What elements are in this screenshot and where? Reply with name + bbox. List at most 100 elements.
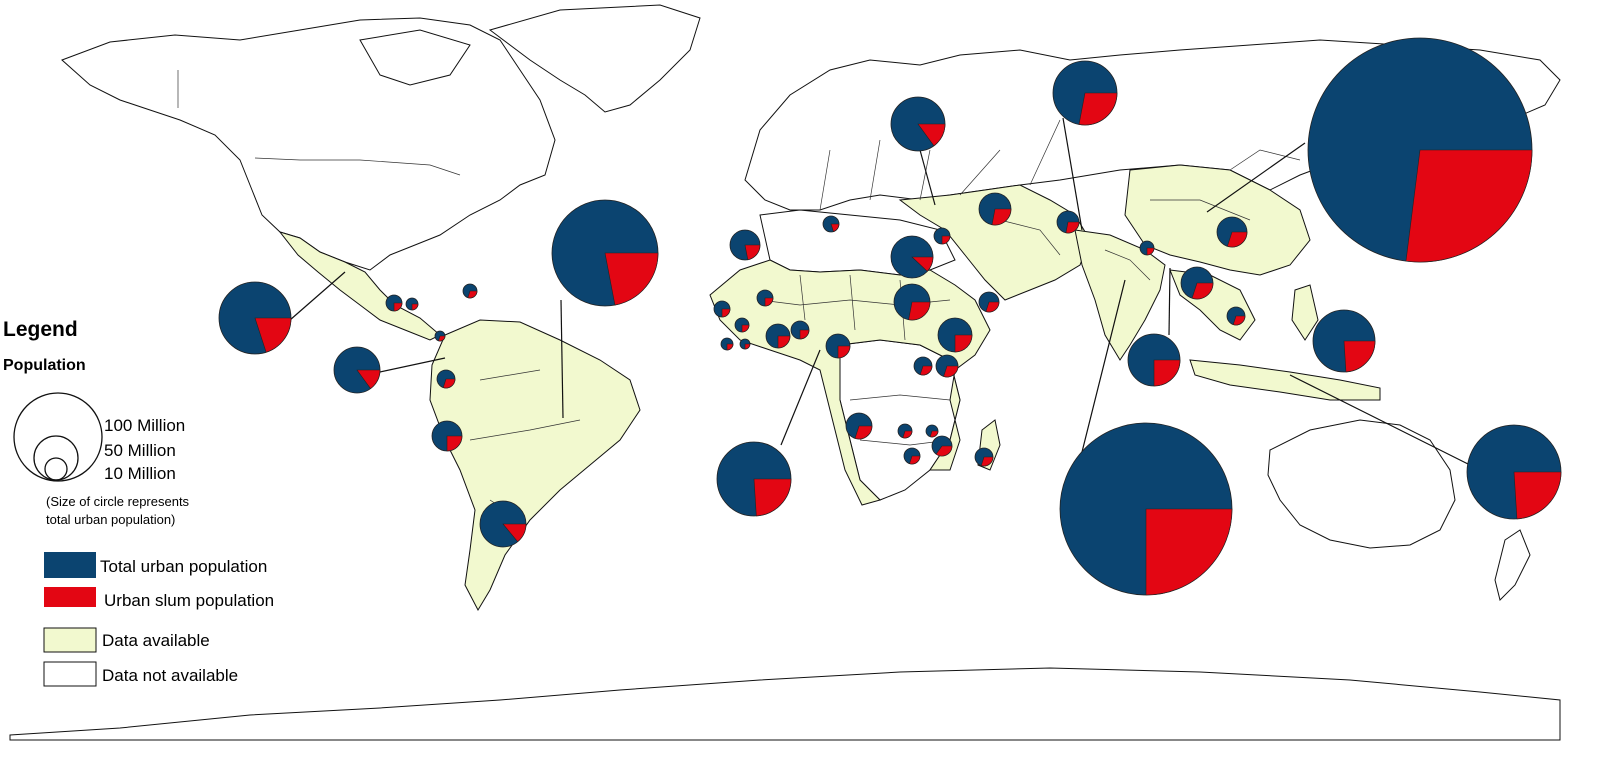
pie-slum-slice	[1078, 92, 1118, 126]
indonesia	[1189, 359, 1381, 401]
south-asia	[1074, 229, 1166, 361]
pie-chart	[1052, 60, 1118, 126]
pie-slum-slice	[991, 208, 1012, 226]
pie-slum-slice	[941, 235, 951, 245]
pie-chart	[890, 96, 946, 152]
pie-chart	[739, 338, 751, 350]
pie-slum-slice	[854, 425, 873, 440]
pie-chart	[218, 281, 292, 355]
pie-chart	[1127, 333, 1181, 387]
size-note-line1: (Size of circle represents	[46, 494, 190, 509]
pie-chart	[734, 317, 750, 333]
pie-slum-slice	[837, 345, 851, 359]
pie-slum-slice	[980, 456, 994, 467]
label-available: Data available	[102, 631, 210, 650]
pie-slum-slice	[1191, 282, 1214, 300]
pie-slum-slice	[1153, 359, 1181, 387]
greenland	[488, 4, 701, 113]
pie-slum-slice	[356, 369, 381, 390]
pie-slum-slice	[908, 301, 931, 321]
pie-chart	[790, 320, 810, 340]
pie-slum-slice	[902, 430, 913, 439]
swatch-available	[43, 627, 97, 653]
pie-slum-slice	[411, 303, 419, 311]
pie-chart	[890, 235, 934, 279]
pie-slum-slice	[954, 334, 973, 353]
pie-chart	[551, 199, 659, 307]
pie-chart	[822, 215, 840, 233]
pie-chart	[935, 354, 959, 378]
pie-slum-slice	[1146, 247, 1155, 256]
pie-chart	[333, 346, 381, 394]
pie-slum-slice	[919, 365, 933, 376]
pie-chart	[1056, 210, 1080, 234]
pie-chart	[436, 369, 456, 389]
pie-slum-slice	[1226, 231, 1248, 248]
pie-slum-slice	[442, 378, 456, 389]
north-america	[61, 17, 556, 271]
pie-slum-slice	[909, 455, 921, 465]
pie-chart	[479, 500, 527, 548]
pie-charts	[218, 37, 1562, 596]
swatch-urban	[44, 552, 96, 578]
pie-slum-slice	[935, 445, 953, 457]
pie-slum-slice	[446, 435, 463, 452]
pie-chart	[825, 333, 851, 359]
pie-chart	[1312, 309, 1376, 373]
pie-slum-slice	[744, 343, 751, 350]
pie-slum-slice	[799, 329, 810, 340]
pie-chart	[765, 323, 791, 349]
legend: Legend Population 100 Million 50 Million…	[3, 318, 274, 687]
size-circle-100m	[13, 392, 103, 482]
pie-chart	[1307, 37, 1533, 263]
pie-chart	[720, 337, 734, 351]
pie-chart	[913, 356, 933, 376]
pie-chart	[1466, 424, 1562, 520]
pie-slum-slice	[917, 123, 946, 147]
pie-chart	[729, 229, 761, 261]
size-label-50m: 50 Million	[104, 441, 176, 460]
pie-chart	[931, 435, 953, 457]
pie-chart	[1059, 422, 1233, 596]
pie-slum-slice	[753, 478, 792, 517]
pie-chart	[431, 420, 463, 452]
pie-chart	[405, 297, 419, 311]
pie-chart	[385, 294, 403, 312]
pie-slum-slice	[741, 324, 750, 333]
pie-slum-slice	[830, 223, 840, 232]
pie-chart	[978, 192, 1012, 226]
pie-chart	[716, 441, 792, 517]
pie-slum-slice	[744, 244, 761, 261]
landmasses-data-available	[278, 164, 1381, 612]
africa	[709, 259, 991, 506]
label-not-available: Data not available	[102, 666, 238, 685]
pie-slum-slice	[254, 317, 292, 353]
pie-chart	[434, 330, 446, 342]
antarctica	[9, 667, 1561, 741]
pie-chart	[713, 300, 731, 318]
pie-chart	[978, 291, 1000, 313]
pie-chart	[1226, 306, 1246, 326]
pie-slum-slice	[911, 256, 934, 272]
pie-chart	[1216, 216, 1248, 248]
country-borders	[177, 70, 1301, 521]
pie-slum-slice	[943, 365, 959, 378]
pie-slum-slice	[1343, 340, 1376, 373]
leader-lines	[289, 117, 1471, 466]
swatch-not-available	[43, 661, 97, 687]
pie-chart	[897, 423, 913, 439]
pie-slum-slice	[929, 430, 939, 438]
pie-slum-slice	[467, 290, 478, 299]
pie-chart	[933, 227, 951, 245]
philippines	[1291, 284, 1319, 341]
south-america	[429, 319, 641, 612]
pie-slum-slice	[502, 523, 527, 543]
arctic-islands	[359, 29, 471, 86]
new-zealand	[1494, 529, 1531, 601]
pie-slum-slice	[726, 343, 734, 351]
middle-east-asia	[898, 184, 1091, 301]
legend-subtitle: Population	[3, 357, 86, 374]
color-key: Total urban population Urban slum popula…	[43, 552, 274, 687]
pie-chart	[1139, 240, 1155, 256]
